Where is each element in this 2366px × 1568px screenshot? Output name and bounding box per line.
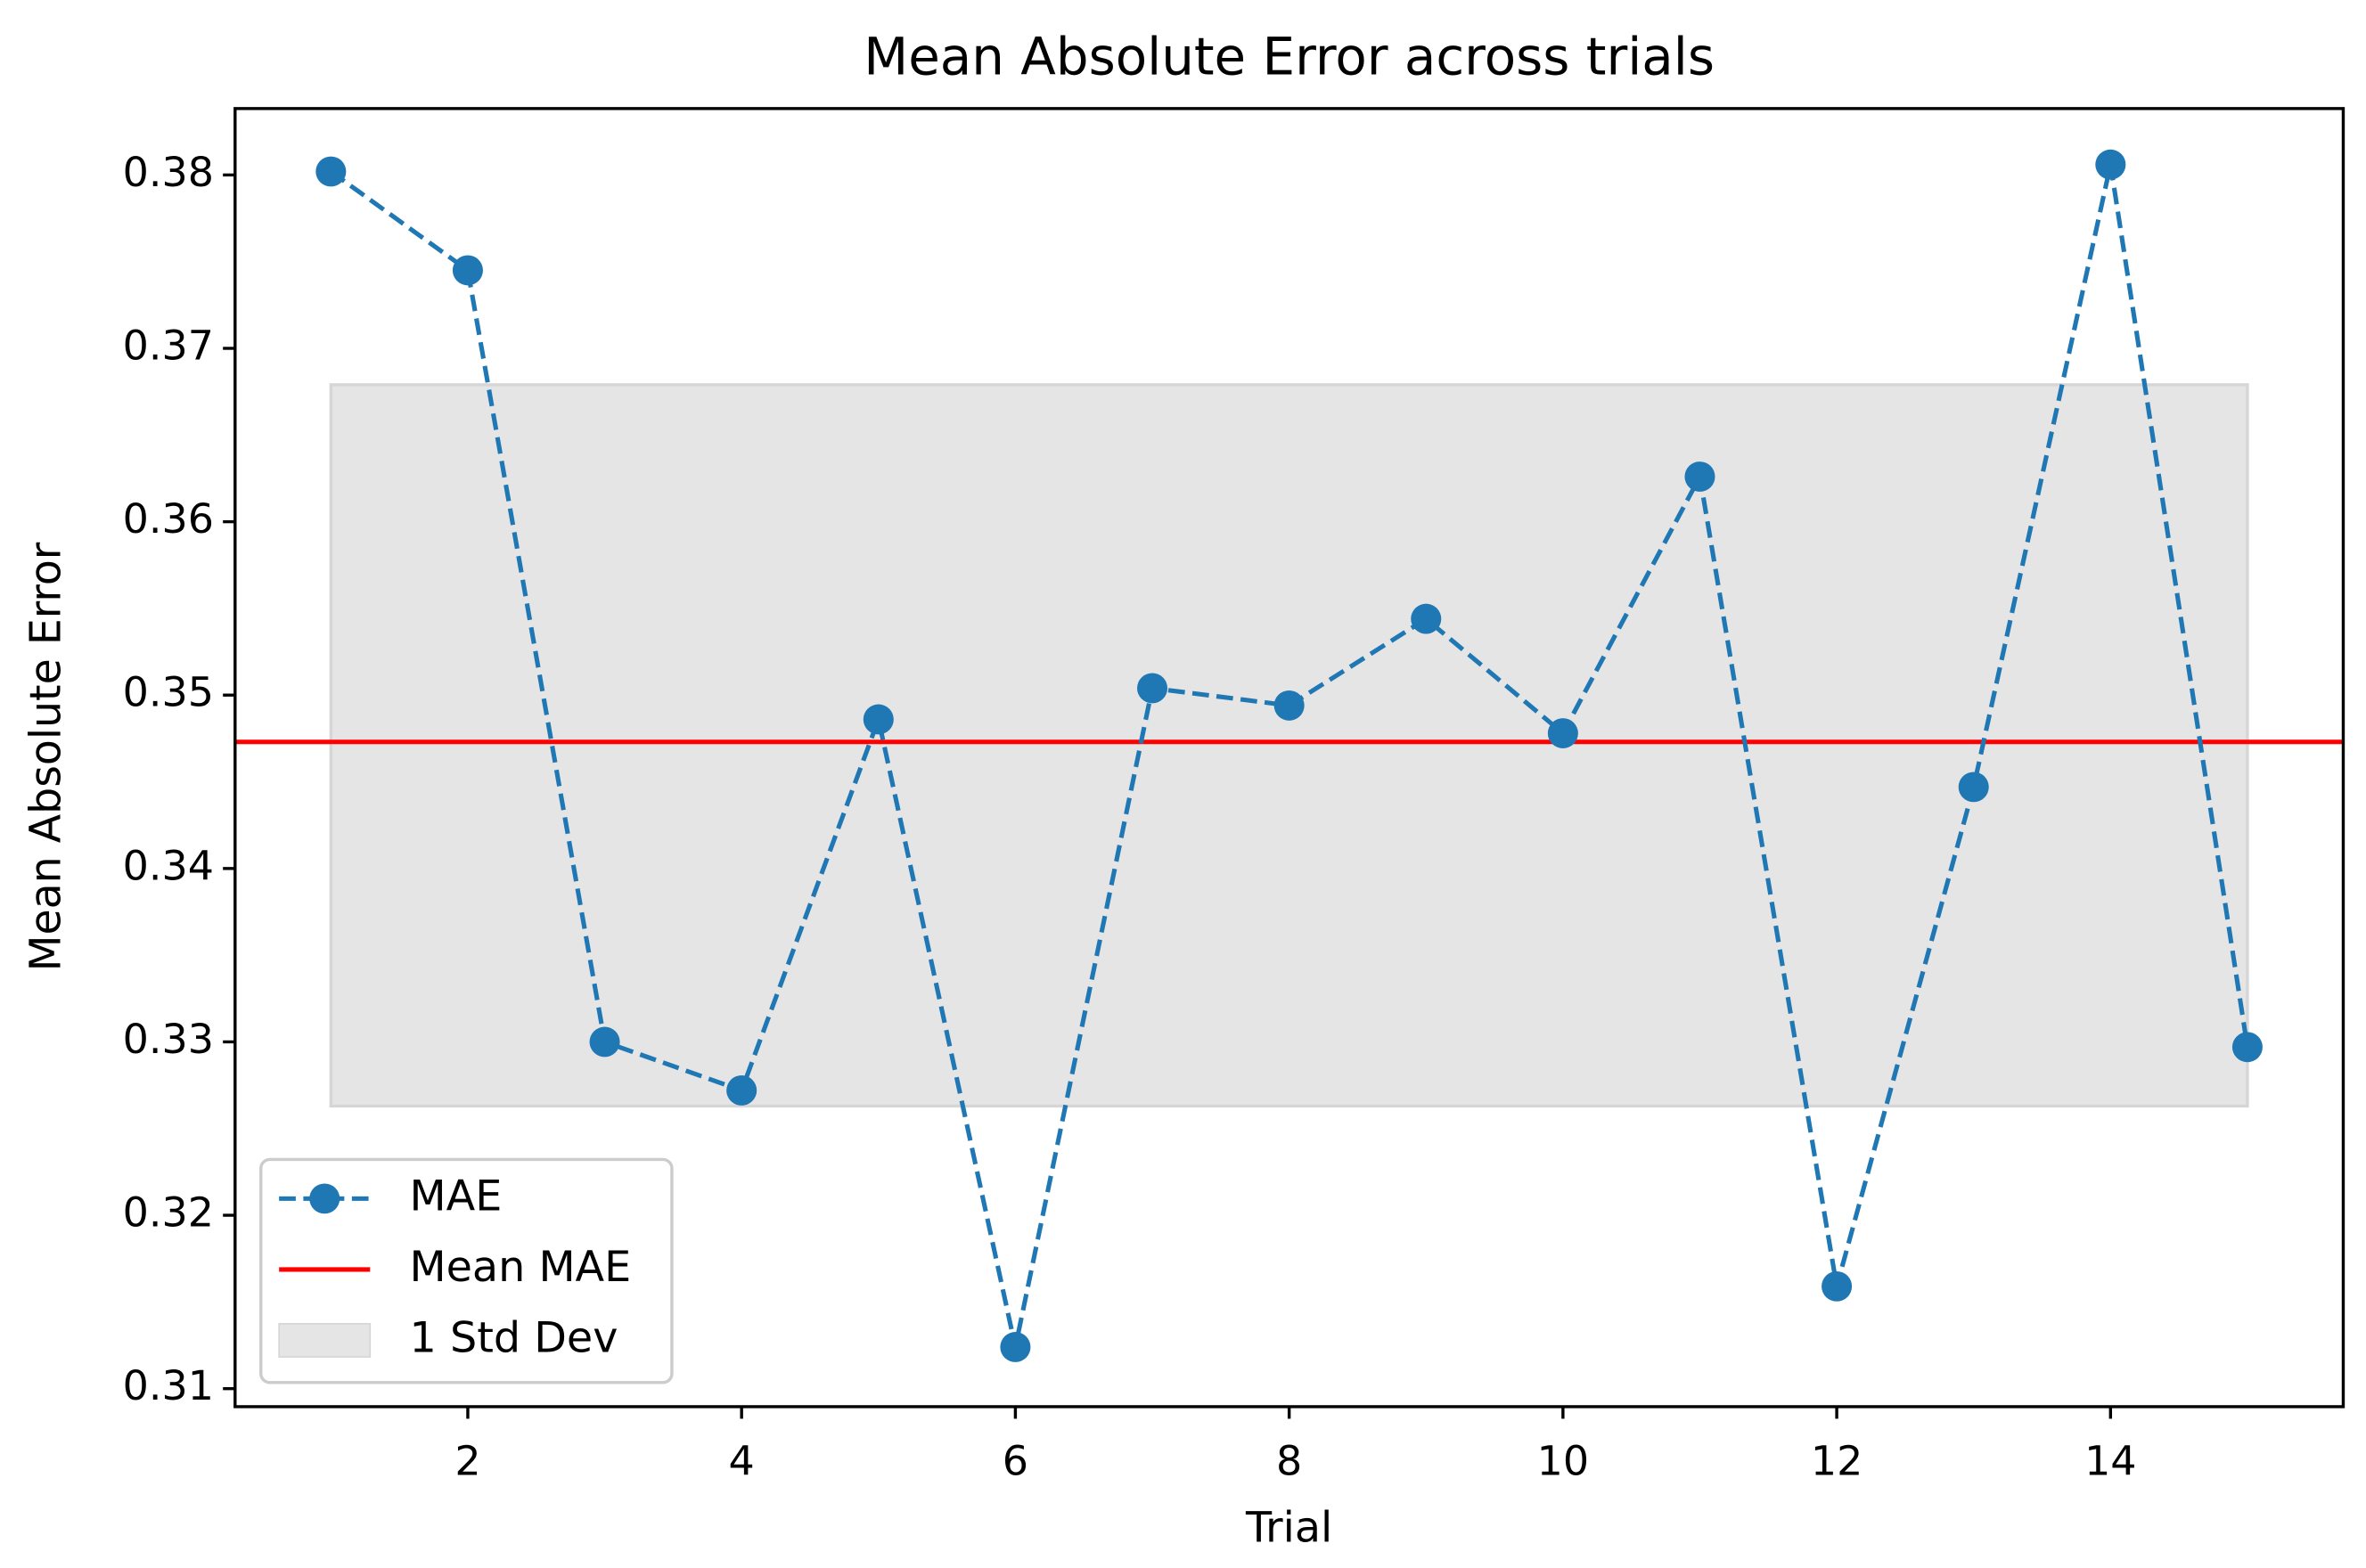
y-tick-label: 0.32 — [123, 1188, 214, 1237]
y-tick-label: 0.35 — [123, 668, 214, 716]
x-tick-label: 2 — [454, 1437, 480, 1485]
data-point — [1000, 1332, 1031, 1362]
data-point — [726, 1075, 757, 1106]
x-tick-label: 10 — [1537, 1437, 1589, 1485]
legend-patch — [278, 1322, 372, 1358]
legend-label: Mean MAE — [410, 1243, 632, 1292]
y-tick-label: 0.36 — [123, 494, 214, 543]
y-tick-label: 0.38 — [123, 148, 214, 196]
data-point — [863, 704, 894, 735]
legend-label: MAE — [410, 1172, 503, 1221]
y-tick-label: 0.33 — [123, 1015, 214, 1063]
legend-marker — [309, 1183, 340, 1214]
y-tick-label: 0.37 — [123, 322, 214, 370]
x-tick-label: 8 — [1276, 1437, 1302, 1485]
data-point — [315, 156, 347, 187]
y-tick-label: 0.34 — [123, 841, 214, 889]
x-tick-label: 12 — [1811, 1437, 1863, 1485]
data-point — [2095, 149, 2126, 180]
x-tick-label: 14 — [2084, 1437, 2136, 1485]
data-point — [1411, 603, 1442, 634]
data-point — [1137, 673, 1168, 704]
std-band — [329, 383, 2249, 1108]
data-point — [1547, 718, 1578, 748]
x-tick-label: 4 — [729, 1437, 755, 1485]
data-point — [1822, 1270, 1853, 1302]
data-point — [1273, 690, 1305, 721]
data-point — [2231, 1032, 2263, 1063]
y-axis-label: Mean Absolute Error — [21, 542, 70, 971]
legend-label: 1 Std Dev — [410, 1314, 618, 1363]
data-point — [1958, 772, 1989, 803]
y-tick-label: 0.31 — [123, 1361, 214, 1409]
chart-title: Mean Absolute Error across trials — [864, 26, 1715, 86]
data-point — [589, 1026, 620, 1058]
x-axis-label: Trial — [1245, 1504, 1332, 1553]
data-point — [1684, 461, 1715, 492]
x-tick-label: 6 — [1003, 1437, 1028, 1485]
data-point — [452, 255, 483, 286]
